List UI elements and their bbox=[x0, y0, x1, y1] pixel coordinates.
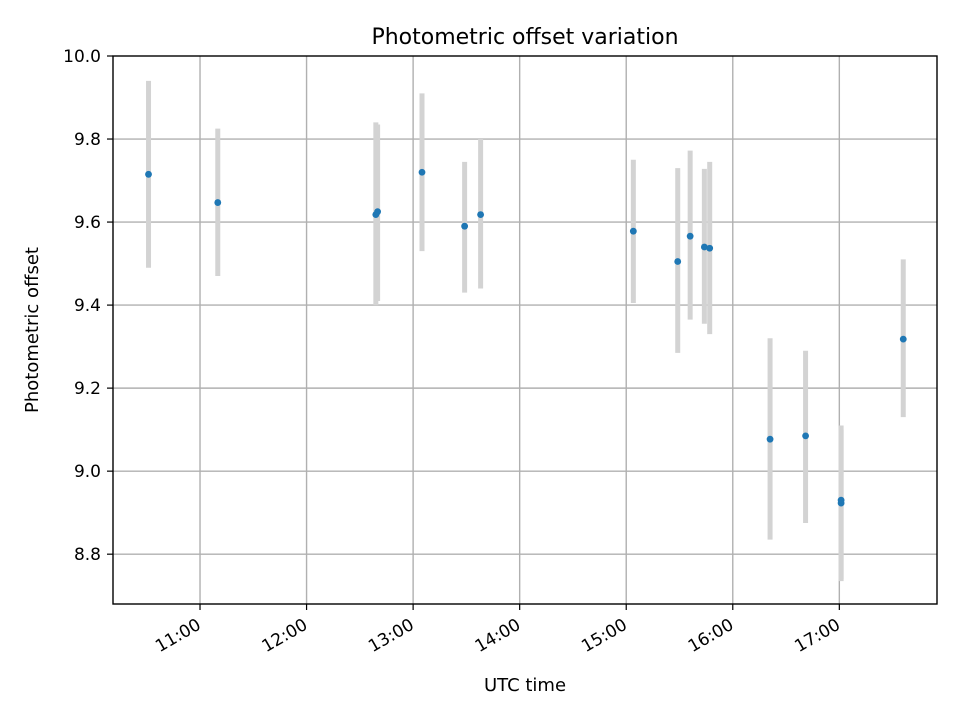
x-tick-label: 12:00 bbox=[259, 615, 311, 657]
x-tick-label: 11:00 bbox=[152, 615, 204, 657]
data-point bbox=[214, 199, 222, 206]
plot-frame bbox=[112, 55, 938, 605]
y-tick-label: 10.0 bbox=[63, 47, 101, 67]
x-tick-label: 16:00 bbox=[685, 615, 737, 657]
data-points bbox=[145, 168, 907, 507]
data-point bbox=[374, 208, 382, 216]
x-tick-label: 13:00 bbox=[365, 615, 417, 657]
x-axis-label: UTC time bbox=[484, 675, 566, 696]
y-tick-label: 9.2 bbox=[74, 379, 101, 399]
y-tick-label: 8.8 bbox=[74, 545, 101, 565]
data-point bbox=[706, 244, 714, 252]
y-axis-label: Photometric offset bbox=[22, 247, 43, 413]
chart-title: Photometric offset variation bbox=[371, 25, 678, 50]
y-tick-label: 9.6 bbox=[74, 213, 101, 233]
x-tick-label: 17:00 bbox=[791, 615, 843, 657]
y-tick-label: 9.4 bbox=[74, 296, 101, 316]
data-point bbox=[674, 258, 682, 265]
error-bars bbox=[146, 80, 906, 582]
data-point bbox=[477, 211, 485, 218]
data-point bbox=[418, 168, 426, 176]
data-point bbox=[837, 496, 845, 504]
data-point bbox=[802, 432, 809, 440]
data-point bbox=[629, 227, 637, 235]
data-point bbox=[461, 222, 469, 230]
data-point bbox=[700, 243, 708, 251]
x-tick-label: 15:00 bbox=[578, 615, 630, 657]
y-tick-label: 9.8 bbox=[74, 130, 101, 150]
data-point bbox=[145, 170, 152, 178]
gridlines bbox=[113, 56, 937, 604]
y-tick-label: 9.0 bbox=[74, 462, 101, 482]
x-tick-label: 14:00 bbox=[472, 615, 524, 657]
data-point bbox=[686, 232, 694, 240]
data-point bbox=[899, 335, 907, 343]
data-point bbox=[766, 435, 774, 443]
